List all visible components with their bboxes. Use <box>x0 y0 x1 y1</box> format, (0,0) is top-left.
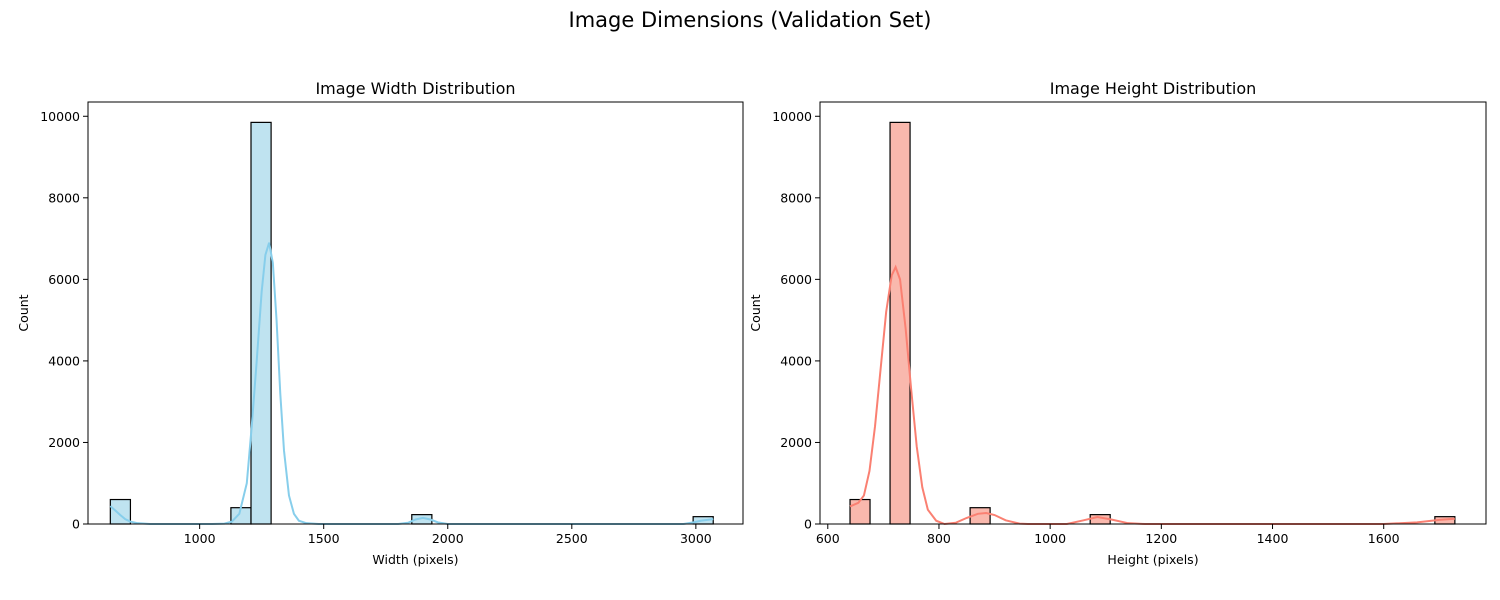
kde-curve <box>849 264 1455 526</box>
y-tick-label: 8000 <box>48 190 80 205</box>
figure-title: Image Dimensions (Validation Set) <box>568 8 932 32</box>
kde-curve <box>109 242 714 525</box>
chart-title: Image Width Distribution <box>315 79 515 98</box>
y-axis-label: Count <box>748 294 763 331</box>
y-tick-label: 8000 <box>780 190 812 205</box>
y-tick-label: 0 <box>72 517 80 532</box>
y-tick-label: 2000 <box>780 435 812 450</box>
y-axis-label: Count <box>16 294 31 331</box>
x-tick-label: 2000 <box>432 531 464 546</box>
x-tick-label: 800 <box>927 531 951 546</box>
y-tick-label: 2000 <box>48 435 80 450</box>
histogram-bar-1 <box>889 121 911 525</box>
x-tick-label: 1500 <box>308 531 340 546</box>
plot-frame <box>87 101 744 525</box>
histogram-bar-0 <box>849 498 871 525</box>
height-distribution-chart: Image Height Distribution 600 800 1000 1200 1… <box>748 79 1487 567</box>
x-tick-label: 2500 <box>556 531 588 546</box>
y-tick-label: 0 <box>804 517 812 532</box>
x-tick-label: 1000 <box>1034 531 1066 546</box>
width-distribution-chart: Image Width Distribution 1000 1500 2000 2500… <box>16 79 744 567</box>
plot-frame <box>819 101 1487 525</box>
y-tick-label: 6000 <box>780 272 812 287</box>
y-tick-label: 6000 <box>48 272 80 287</box>
chart-title: Image Height Distribution <box>1050 79 1257 98</box>
x-tick-label: 3000 <box>680 531 712 546</box>
y-tick-label: 4000 <box>48 353 80 368</box>
x-tick-label: 1200 <box>1145 531 1177 546</box>
x-tick-label: 1000 <box>184 531 216 546</box>
y-tick-label: 10000 <box>772 109 812 124</box>
histogram-bar-2 <box>250 121 272 525</box>
y-tick-label: 10000 <box>40 109 80 124</box>
x-axis-label: Width (pixels) <box>372 552 458 567</box>
x-tick-label: 1400 <box>1257 531 1289 546</box>
x-tick-label: 1600 <box>1368 531 1400 546</box>
x-axis-label: Height (pixels) <box>1107 552 1198 567</box>
x-tick-label: 600 <box>816 531 840 546</box>
y-tick-label: 4000 <box>780 353 812 368</box>
